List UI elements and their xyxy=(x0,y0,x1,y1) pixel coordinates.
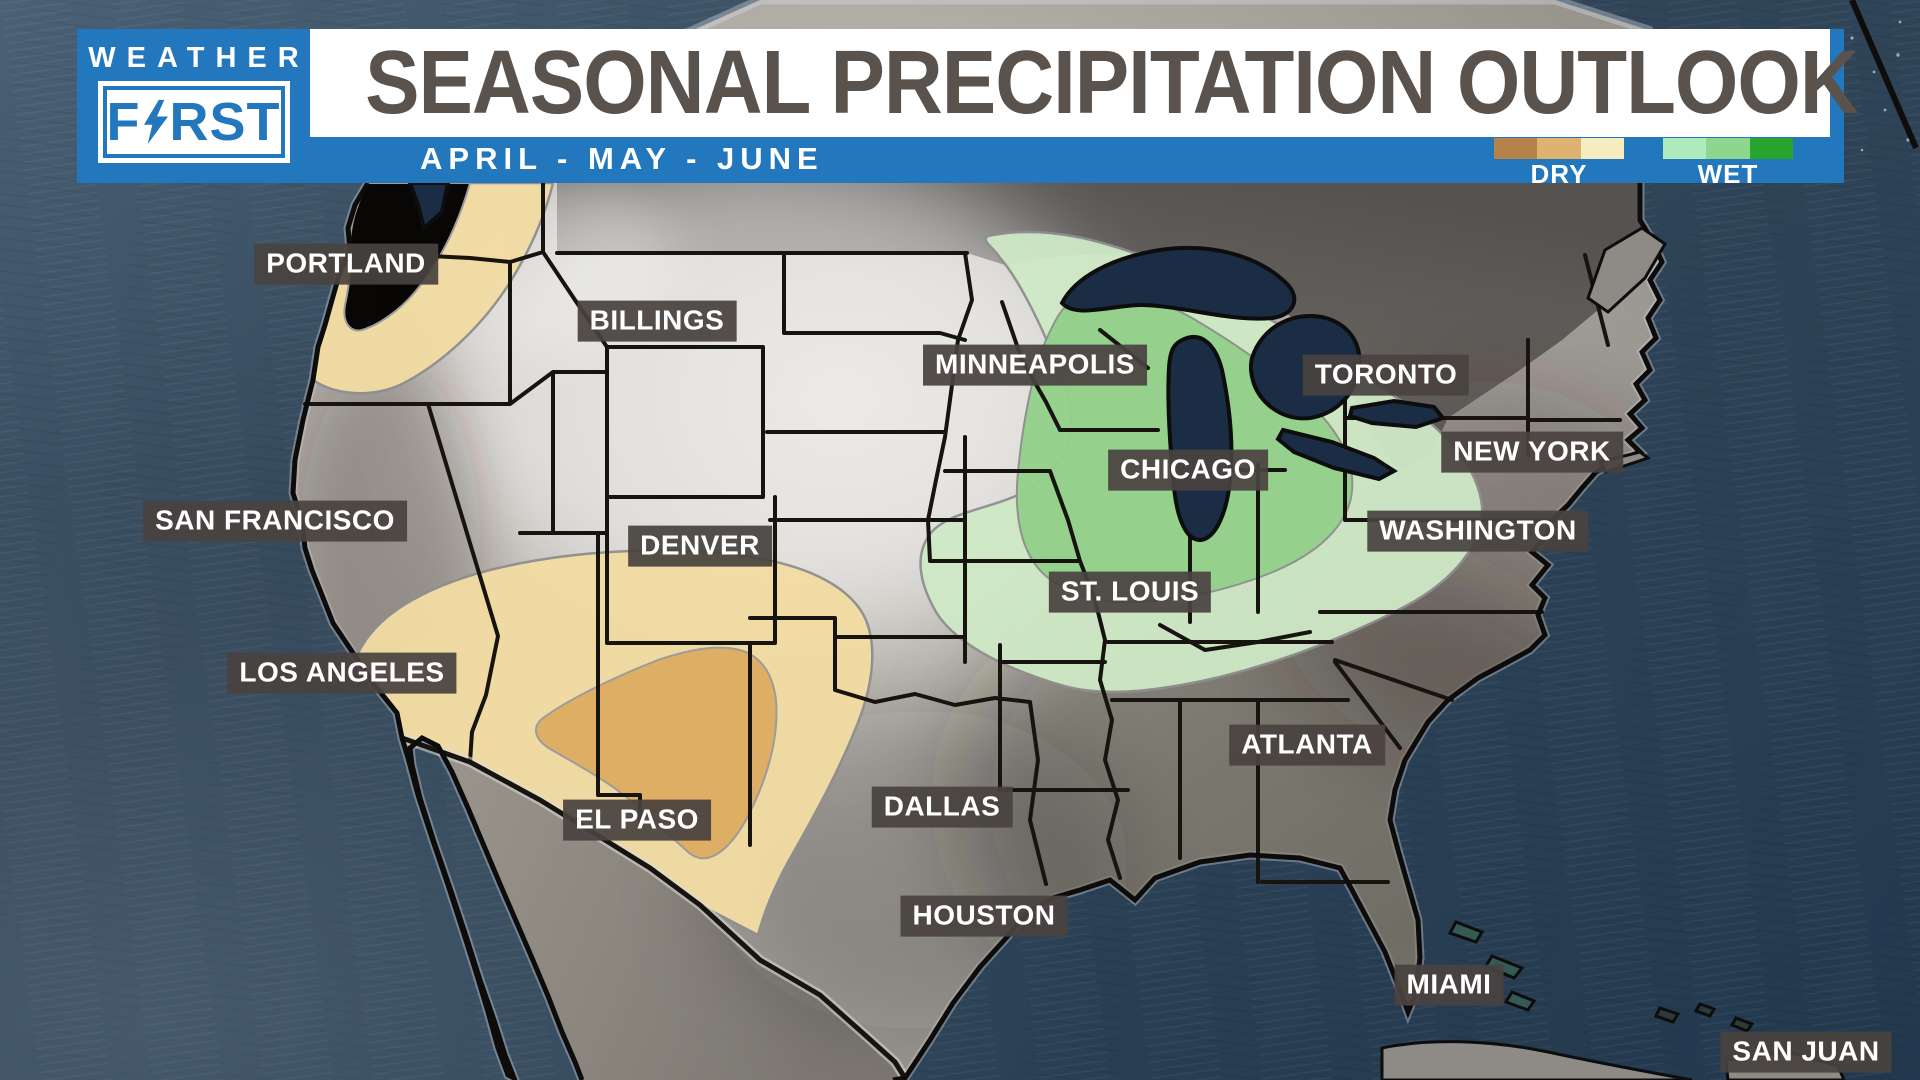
logo-word-first: F RST xyxy=(97,81,290,163)
coastline xyxy=(290,181,1665,1080)
city-label-portland: PORTLAND xyxy=(254,243,438,285)
legend-dry-label: DRY xyxy=(1530,159,1588,189)
bahamas-2 xyxy=(1483,954,1525,980)
us-mexico-border-line xyxy=(401,735,908,1080)
legend-wet-swatch-3 xyxy=(1749,138,1793,159)
cuba xyxy=(1380,1040,1693,1080)
city-label-houston: HOUSTON xyxy=(900,895,1068,937)
lake-superior xyxy=(1059,245,1297,321)
legend-wet-swatch-2 xyxy=(1706,138,1750,159)
header: SEASONAL PRECIPITATION OUTLOOK APRIL - M… xyxy=(77,29,1859,189)
city-label-dallas: DALLAS xyxy=(871,786,1013,828)
city-label-billings: BILLINGS xyxy=(577,300,737,342)
city-label-st-louis: ST. LOUIS xyxy=(1048,571,1212,613)
lake-michigan xyxy=(1166,334,1234,542)
city-label-san-francisco: SAN FRANCISCO xyxy=(143,500,407,542)
bahamas-3 xyxy=(1503,990,1537,1012)
title-box: SEASONAL PRECIPITATION OUTLOOK xyxy=(310,29,1859,137)
bahamas-1 xyxy=(1447,920,1485,944)
city-label-washington: WASHINGTON xyxy=(1367,510,1589,552)
city-label-miami: MIAMI xyxy=(1394,964,1504,1006)
labrador-coast-line xyxy=(1849,0,1919,150)
puget-sound xyxy=(407,181,451,232)
lake-erie xyxy=(1275,427,1398,482)
legend-dry-swatch-1 xyxy=(1494,138,1538,159)
city-label-minneapolis: MINNEAPOLIS xyxy=(923,344,1147,386)
city-label-san-juan: SAN JUAN xyxy=(1720,1031,1892,1073)
legend-dry-colorbar xyxy=(1494,138,1624,159)
logo-first-f: F xyxy=(106,92,141,152)
logo-first-rest: RST xyxy=(169,92,281,152)
city-label-toronto: TORONTO xyxy=(1302,354,1470,396)
city-label-atlanta: ATLANTA xyxy=(1229,724,1385,766)
mexico-region xyxy=(402,738,905,1080)
city-label-denver: DENVER xyxy=(628,525,772,567)
legend-wet-swatch-1 xyxy=(1663,138,1707,159)
logo-word-weather: WEATHER xyxy=(88,42,310,74)
legend-dry-swatch-2 xyxy=(1537,138,1581,159)
page-title: SEASONAL PRECIPITATION OUTLOOK xyxy=(365,32,1859,133)
lightning-bolt-icon xyxy=(143,99,168,145)
caribbean-islets xyxy=(1653,1002,1755,1033)
city-label-chicago: CHICAGO xyxy=(1108,449,1268,491)
weather-first-logo: WEATHER F RST xyxy=(77,29,310,183)
lake-ontario xyxy=(1347,398,1447,430)
city-label-new-york: NEW YORK xyxy=(1441,431,1623,473)
legend-wet-colorbar xyxy=(1663,138,1793,159)
nova-scotia xyxy=(1586,226,1667,314)
city-label-el-paso: EL PASO xyxy=(563,799,711,841)
legend-dry-swatch-3 xyxy=(1580,138,1624,159)
city-label-los-angeles: LOS ANGELES xyxy=(227,652,457,694)
date-range-subtitle: APRIL - MAY - JUNE xyxy=(420,141,824,176)
legend-wet-label: WET xyxy=(1697,159,1759,189)
